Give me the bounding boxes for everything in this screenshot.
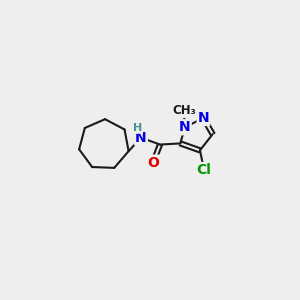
- Text: N: N: [198, 111, 209, 125]
- Text: N: N: [179, 120, 191, 134]
- Text: N: N: [135, 130, 147, 145]
- Text: Cl: Cl: [197, 163, 212, 177]
- Text: H: H: [133, 123, 142, 133]
- Text: O: O: [147, 156, 159, 170]
- Text: CH₃: CH₃: [172, 104, 196, 117]
